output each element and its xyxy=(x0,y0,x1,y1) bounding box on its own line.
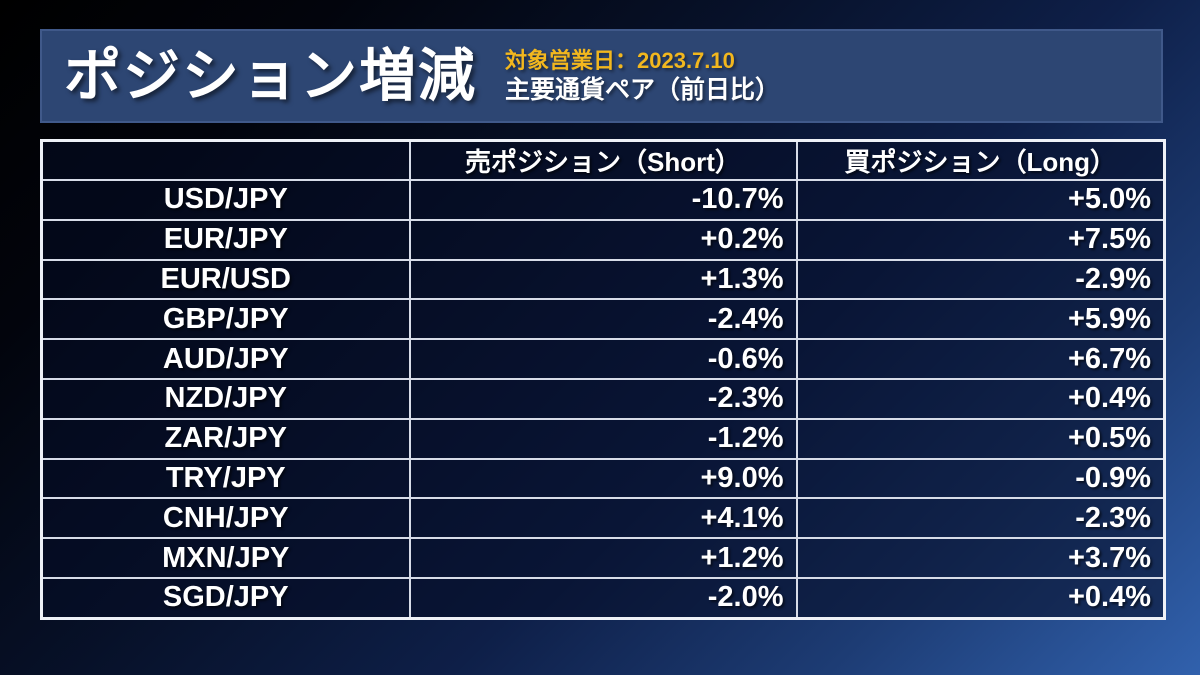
long-position-cell: +6.7% xyxy=(795,338,1166,380)
table-row: ZAR/JPY -1.2% +0.5% xyxy=(40,417,1166,460)
position-change-table: 売ポジション（Short） 買ポジション（Long） USD/JPY -10.7%… xyxy=(40,139,1166,620)
column-header-pair xyxy=(40,139,411,181)
short-position-cell: -10.7% xyxy=(408,179,798,221)
table-row: EUR/USD +1.3% -2.9% xyxy=(40,258,1166,301)
long-position-cell: +0.4% xyxy=(795,377,1166,420)
column-header-short: 売ポジション（Short） xyxy=(408,139,798,181)
short-position-cell: +1.2% xyxy=(408,537,798,579)
table-row: CNH/JPY +4.1% -2.3% xyxy=(40,497,1166,540)
table-row: TRY/JPY +9.0% -0.9% xyxy=(40,457,1166,500)
table-row: USD/JPY -10.7% +5.0% xyxy=(40,179,1166,221)
currency-pair-cell: EUR/JPY xyxy=(40,218,411,261)
page-subtitle: 主要通貨ペア（前日比） xyxy=(505,76,781,105)
column-header-long: 買ポジション（Long） xyxy=(795,139,1166,181)
table-row: EUR/JPY +0.2% +7.5% xyxy=(40,218,1166,261)
short-position-cell: +0.2% xyxy=(408,218,798,261)
long-position-cell: -2.3% xyxy=(795,497,1166,540)
target-business-date: 対象営業日：2023.7.10 xyxy=(505,48,735,74)
currency-pair-cell: GBP/JPY xyxy=(40,298,411,341)
short-position-cell: -1.2% xyxy=(408,417,798,460)
short-position-cell: -2.4% xyxy=(408,298,798,341)
table-header-row: 売ポジション（Short） 買ポジション（Long） xyxy=(40,139,1166,181)
short-position-cell: +1.3% xyxy=(408,258,798,301)
currency-pair-cell: ZAR/JPY xyxy=(40,417,411,460)
page-title: ポジション増減 xyxy=(64,43,477,108)
short-position-cell: -0.6% xyxy=(408,338,798,380)
long-position-cell: +7.5% xyxy=(795,218,1166,261)
currency-pair-cell: EUR/USD xyxy=(40,258,411,301)
table-row: SGD/JPY -2.0% +0.4% xyxy=(40,576,1166,620)
table-row: NZD/JPY -2.3% +0.4% xyxy=(40,377,1166,420)
long-position-cell: -0.9% xyxy=(795,457,1166,500)
currency-pair-cell: NZD/JPY xyxy=(40,377,411,420)
long-position-cell: +0.5% xyxy=(795,417,1166,460)
long-position-cell: +3.7% xyxy=(795,537,1166,579)
table-row: MXN/JPY +1.2% +3.7% xyxy=(40,537,1166,579)
short-position-cell: +4.1% xyxy=(408,497,798,540)
currency-pair-cell: SGD/JPY xyxy=(40,576,411,620)
long-position-cell: +5.0% xyxy=(795,179,1166,221)
long-position-cell: -2.9% xyxy=(795,258,1166,301)
table-row: AUD/JPY -0.6% +6.7% xyxy=(40,338,1166,380)
currency-pair-cell: AUD/JPY xyxy=(40,338,411,380)
short-position-cell: -2.3% xyxy=(408,377,798,420)
banner-right-block: 対象営業日：2023.7.10 主要通貨ペア（前日比） xyxy=(505,47,780,105)
table-header: 売ポジション（Short） 買ポジション（Long） xyxy=(40,139,1166,181)
long-position-cell: +0.4% xyxy=(795,576,1166,620)
currency-pair-cell: TRY/JPY xyxy=(40,457,411,500)
title-banner: ポジション増減 対象営業日：2023.7.10 主要通貨ペア（前日比） xyxy=(40,29,1163,123)
currency-pair-cell: CNH/JPY xyxy=(40,497,411,540)
short-position-cell: -2.0% xyxy=(408,576,798,620)
position-table-body: USD/JPY -10.7% +5.0% EUR/JPY +0.2% +7.5% EUR/U… xyxy=(40,179,1166,620)
currency-pair-cell: MXN/JPY xyxy=(40,537,411,579)
long-position-cell: +5.9% xyxy=(795,298,1166,341)
table-row: GBP/JPY -2.4% +5.9% xyxy=(40,298,1166,341)
short-position-cell: +9.0% xyxy=(408,457,798,500)
currency-pair-cell: USD/JPY xyxy=(40,179,411,221)
